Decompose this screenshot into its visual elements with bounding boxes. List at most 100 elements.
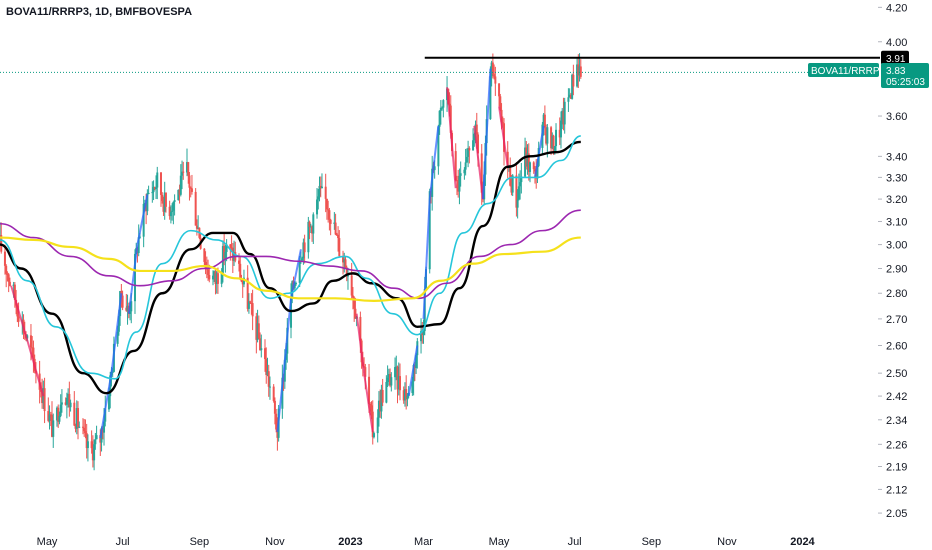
- candle-body: [316, 199, 319, 215]
- candle-body: [224, 251, 227, 259]
- y-tick-label: 3.10: [886, 216, 907, 228]
- candle-body: [17, 316, 20, 322]
- candle-body: [246, 277, 249, 309]
- candle-body: [31, 347, 34, 349]
- time-axis[interactable]: May Jul Sep Nov 2023 Mar May Jul Sep Nov 2024: [37, 536, 816, 548]
- strong-fall-segment: [446, 87, 457, 189]
- candle-body: [156, 172, 159, 188]
- candle-body: [272, 386, 275, 401]
- candle-body: [379, 400, 382, 412]
- candle-body: [526, 153, 529, 167]
- price-axis[interactable]: 4.20 4.00 3.60 3.40 3.30 3.20 3.10 3.00 2.90 2.80…: [878, 2, 907, 520]
- candle-body: [276, 429, 279, 438]
- candle-body: [162, 200, 165, 212]
- candle-body: [311, 226, 314, 234]
- candle-body: [412, 365, 415, 382]
- candle-body: [317, 196, 320, 200]
- candle-body: [320, 186, 323, 188]
- y-tick-label: 2.42: [886, 391, 907, 403]
- y-tick-label: 3.30: [886, 172, 907, 184]
- candle-body: [370, 405, 373, 412]
- y-tick-label: 4.00: [886, 37, 907, 49]
- x-tick-label: Jul: [116, 536, 130, 548]
- candle-body: [255, 316, 258, 340]
- candle-body: [7, 274, 10, 282]
- symbol-tag: [808, 63, 879, 77]
- candle-body: [168, 206, 171, 217]
- candle-body: [438, 110, 441, 127]
- candle-body: [221, 246, 224, 273]
- candle-body: [107, 396, 110, 410]
- candle-body: [182, 171, 185, 173]
- strong-rise-segment: [127, 244, 139, 314]
- candle-body: [510, 185, 513, 193]
- x-tick-label: Sep: [642, 536, 662, 548]
- candle-body: [264, 348, 267, 360]
- candle-body: [473, 134, 476, 141]
- candle-body: [428, 191, 431, 270]
- candle-body: [328, 210, 331, 220]
- candlesticks: [0, 53, 582, 471]
- candle-body: [75, 408, 78, 429]
- candle-body: [325, 198, 328, 210]
- candle-body: [220, 272, 223, 284]
- candle-body: [153, 187, 156, 190]
- last-price-label: 3.83: [886, 66, 906, 77]
- candle-body: [290, 297, 293, 328]
- candle-body: [185, 162, 188, 173]
- candle-body: [303, 242, 306, 253]
- candle-body: [568, 94, 571, 98]
- strong-rise-segment: [290, 249, 302, 299]
- candle-body: [333, 222, 336, 224]
- candle-body: [354, 308, 357, 319]
- candle-body: [211, 275, 214, 280]
- candle-body: [302, 242, 305, 259]
- candle-body: [576, 64, 579, 87]
- candle-body: [318, 185, 321, 197]
- strong-rise-segment: [533, 125, 545, 178]
- candle-body: [117, 316, 120, 332]
- candle-body: [145, 202, 148, 212]
- candle-body: [239, 263, 242, 280]
- candle-body: [43, 388, 46, 412]
- candle-body: [121, 295, 124, 308]
- candle-body: [509, 165, 512, 186]
- moving-average-line: [0, 236, 581, 302]
- candle-body: [489, 76, 492, 120]
- candle-body: [5, 265, 8, 274]
- candle-body: [223, 246, 226, 259]
- moving-average-line: [0, 135, 582, 380]
- candle-body: [396, 366, 399, 390]
- candle-body: [368, 376, 371, 405]
- strong-rise-segment: [428, 125, 440, 200]
- strong-rise-segment: [110, 293, 123, 374]
- candle-body: [256, 323, 259, 340]
- candle-body: [344, 259, 347, 268]
- candle-body: [86, 441, 89, 449]
- candle-body: [67, 393, 70, 398]
- candle-body: [545, 127, 548, 144]
- candle-body: [60, 402, 63, 405]
- candle-body: [519, 182, 522, 187]
- candle-body: [179, 175, 182, 195]
- y-tick-label: 2.80: [886, 288, 907, 300]
- candle-body: [190, 188, 193, 192]
- candle-body: [571, 74, 574, 99]
- candle-body: [552, 135, 555, 153]
- candle-body: [515, 175, 518, 208]
- candle-body: [129, 311, 132, 315]
- candle-body: [439, 107, 442, 111]
- candle-body: [294, 282, 297, 285]
- candle-body: [260, 348, 263, 351]
- candle-body: [411, 381, 414, 393]
- candle-body: [159, 172, 162, 195]
- candle-body: [301, 258, 304, 261]
- candle-body: [550, 127, 553, 149]
- candle-body: [413, 365, 416, 368]
- candle-body: [345, 267, 348, 277]
- candle-body: [52, 420, 55, 437]
- candle-body: [327, 209, 330, 211]
- candle-body: [385, 382, 388, 403]
- candle-body: [533, 169, 536, 172]
